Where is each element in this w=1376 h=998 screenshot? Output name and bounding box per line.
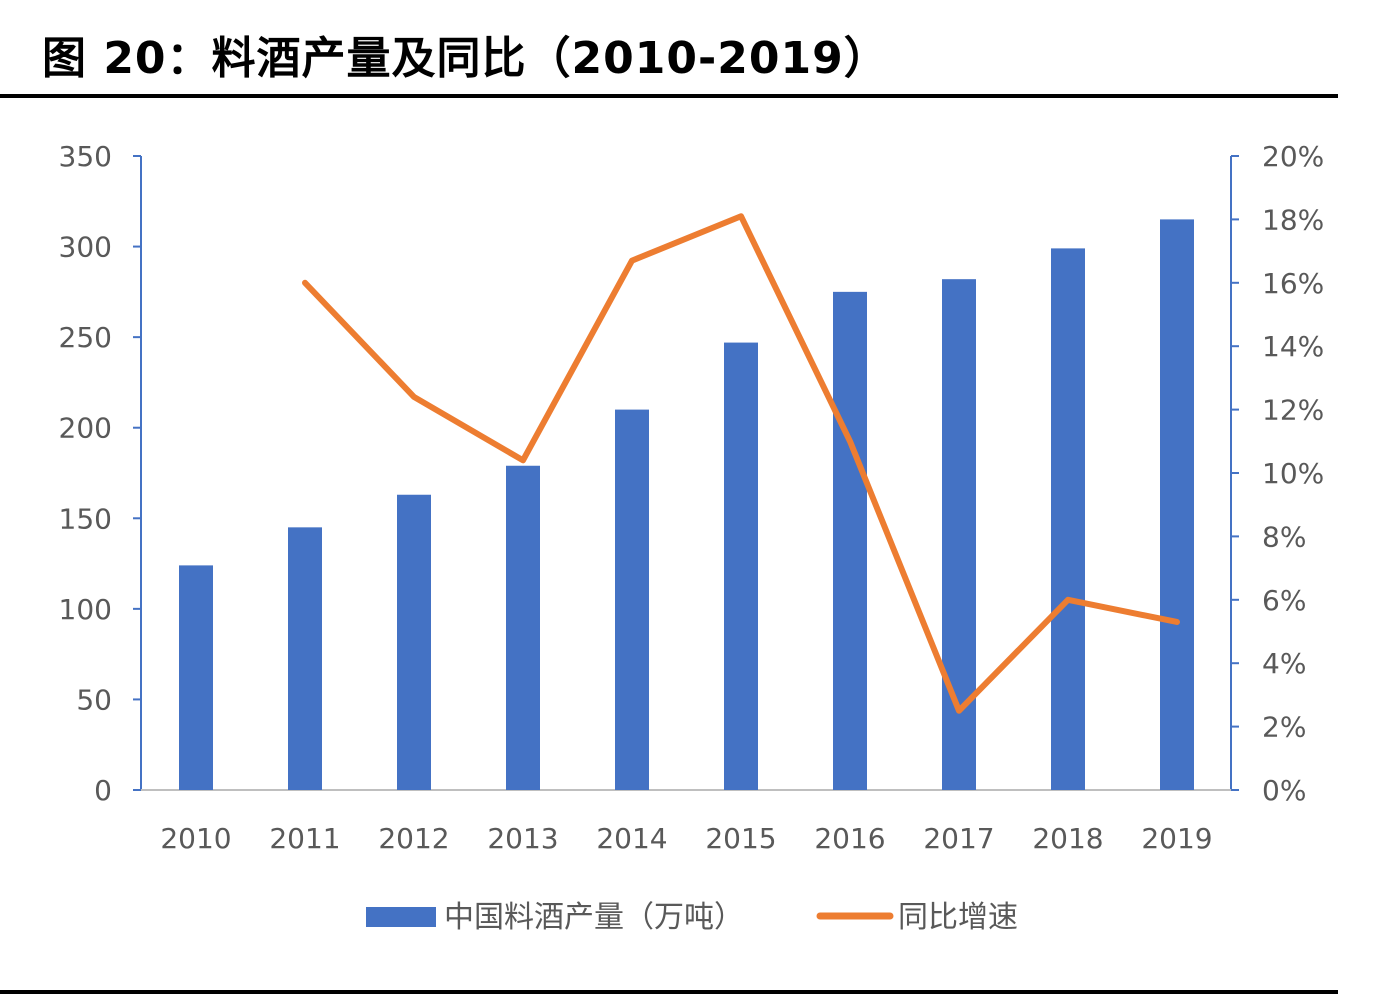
x-tick-label: 2012 bbox=[378, 822, 449, 855]
right-tick-label: 20% bbox=[1262, 140, 1324, 173]
right-tick-label: 12% bbox=[1262, 394, 1324, 427]
x-tick-label: 2014 bbox=[596, 822, 667, 855]
legend-swatch-production bbox=[366, 907, 436, 927]
title-rule bbox=[0, 94, 1338, 98]
x-tick-label: 2011 bbox=[269, 822, 340, 855]
bar-2015 bbox=[724, 342, 758, 790]
bar-2014 bbox=[615, 409, 649, 790]
left-tick-label: 250 bbox=[59, 321, 112, 354]
right-tick-label: 0% bbox=[1262, 774, 1306, 807]
legend-label-growth: 同比增速 bbox=[898, 900, 1018, 935]
left-tick-label: 100 bbox=[59, 593, 112, 626]
bar-2018 bbox=[1051, 248, 1085, 790]
x-tick-label: 2010 bbox=[160, 822, 231, 855]
left-tick-label: 200 bbox=[59, 412, 112, 445]
left-tick-label: 50 bbox=[76, 683, 112, 716]
bar-2012 bbox=[397, 494, 431, 790]
bar-2011 bbox=[288, 527, 322, 790]
bar-2016 bbox=[833, 291, 867, 790]
bar-2013 bbox=[506, 465, 540, 790]
left-tick-label: 350 bbox=[59, 140, 112, 173]
bar-2019 bbox=[1160, 219, 1194, 790]
right-tick-label: 14% bbox=[1262, 330, 1324, 363]
left-tick-label: 0 bbox=[94, 774, 112, 807]
right-tick-label: 4% bbox=[1262, 647, 1306, 680]
x-tick-label: 2013 bbox=[487, 822, 558, 855]
left-tick-label: 300 bbox=[59, 231, 112, 264]
bottom-rule bbox=[0, 990, 1338, 994]
right-tick-label: 18% bbox=[1262, 203, 1324, 236]
x-tick-label: 2017 bbox=[923, 822, 994, 855]
right-tick-label: 6% bbox=[1262, 584, 1306, 617]
bar-2010 bbox=[179, 565, 213, 790]
right-tick-label: 2% bbox=[1262, 711, 1306, 744]
x-tick-label: 2018 bbox=[1032, 822, 1103, 855]
right-tick-label: 10% bbox=[1262, 457, 1324, 490]
left-tick-label: 150 bbox=[59, 502, 112, 535]
chart-title: 图 20：料酒产量及同比（2010-2019） bbox=[42, 33, 889, 84]
x-tick-label: 2019 bbox=[1141, 822, 1212, 855]
legend-label-production: 中国料酒产量（万吨） bbox=[444, 900, 744, 935]
right-tick-label: 8% bbox=[1262, 520, 1306, 553]
x-tick-label: 2015 bbox=[705, 822, 776, 855]
right-tick-label: 16% bbox=[1262, 267, 1324, 300]
x-tick-label: 2016 bbox=[814, 822, 885, 855]
